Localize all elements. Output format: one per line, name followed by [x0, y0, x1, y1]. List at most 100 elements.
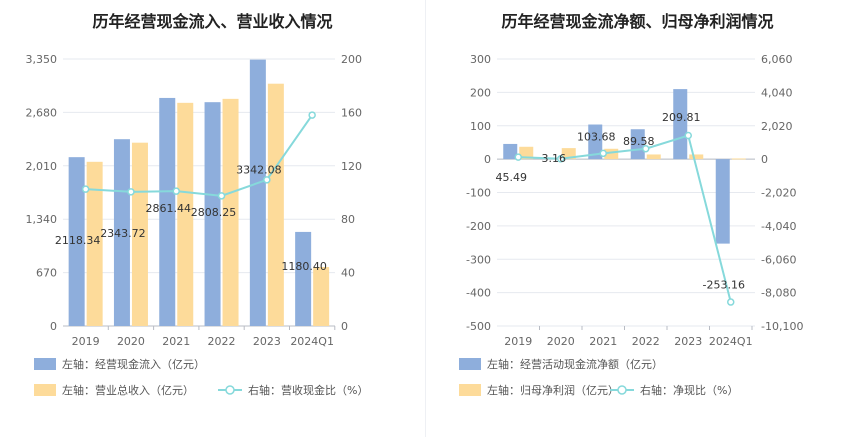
y-left-tick-label: 100: [470, 120, 491, 133]
x-tick-label: 2021: [162, 335, 190, 348]
chart-title: 历年经营现金流净额、归母净利润情况: [501, 12, 774, 31]
ratio-line: [85, 114, 313, 197]
y-left-tick-label: 200: [470, 86, 491, 99]
bar-secondary: [131, 142, 148, 326]
ratio-line-point: [308, 111, 316, 119]
bar-data-label: 3.16: [542, 152, 567, 165]
bar-data-label: 2343.72: [100, 227, 146, 240]
ratio-line-point: [263, 176, 271, 184]
ratio-line-point: [684, 131, 692, 140]
bar-secondary: [86, 161, 103, 326]
bar-secondary: [313, 267, 330, 326]
panel-divider: [425, 0, 426, 437]
chart-panel-netcash-profit: 历年经营现金流净额、归母净利润情况 -500 -400 -300 -200 -100 0 1…: [425, 0, 850, 437]
bar-data-label: 89.58: [623, 135, 655, 148]
bar-primary: [204, 102, 221, 326]
x-tick-label: 2023: [674, 335, 702, 348]
x-tick-label: 2022: [632, 335, 660, 348]
y-left-tick-label: 1,340: [26, 213, 58, 226]
y-left-tick-label: -100: [466, 187, 491, 200]
x-tick-label: 2020: [547, 335, 575, 348]
ratio-line-point: [557, 155, 565, 163]
y-left-tick-label: -500: [466, 320, 491, 333]
bar-primary: [113, 139, 130, 326]
bar-secondary: [519, 146, 534, 160]
y-left-tick-label: 3,350: [26, 53, 58, 66]
x-tick-label: 2024Q1: [290, 335, 334, 348]
bar-data-label: 103.68: [577, 131, 616, 144]
ratio-line-point: [642, 144, 650, 153]
chart-svg-cashflow-revenue: 0 670 1,340 2,010 2,680 3,350 0 40 80 120 160 200 20…: [26, 53, 369, 397]
bar-primary: [68, 157, 85, 326]
chart-panel-cashflow-revenue: 历年经营现金流入、营业收入情况 0 670 1,340 2,010 2,680 3,350…: [26, 12, 369, 397]
bar-secondary: [222, 98, 239, 327]
bar-secondary: [689, 154, 704, 160]
y-left-tick-label: 0: [484, 153, 491, 166]
legend-swatch-bar-secondary: [34, 384, 56, 396]
bar-secondary: [604, 148, 619, 160]
ratio-line-point: [599, 149, 607, 158]
y-right-tick-label: -10,100: [761, 320, 803, 333]
legend-label: 右轴：营收现金比（%）: [248, 383, 368, 397]
legend-label: 左轴：归母净利润（亿元）: [487, 383, 619, 397]
bar-secondary: [731, 158, 746, 160]
legend-swatch-bar-primary: [34, 358, 56, 370]
y-right-tick-label: 2,020: [761, 120, 793, 133]
bar-data-label: 45.49: [496, 171, 528, 184]
ratio-line: [518, 134, 732, 303]
x-tick-label: 2019: [72, 335, 100, 348]
bar-secondary: [646, 154, 661, 160]
y-right-tick-label: 40: [341, 267, 355, 280]
x-tick-label: 2022: [208, 335, 236, 348]
y-right-tick-label: -4,040: [761, 220, 796, 233]
chart-title: 历年经营现金流入、营业收入情况: [92, 12, 333, 31]
legend-swatch-bar-primary: [459, 358, 481, 370]
bar-primary: [295, 231, 312, 326]
y-right-tick-label: 120: [341, 160, 362, 173]
bar-secondary: [267, 83, 284, 327]
ratio-line-point: [514, 153, 522, 161]
bar-data-label: 2861.44: [146, 202, 192, 215]
legend-label: 左轴：经营现金流入（亿元）: [62, 357, 205, 371]
bar-primary: [249, 59, 266, 327]
bar-secondary: [177, 102, 194, 327]
legend-swatch-line-marker: [225, 385, 235, 395]
y-right-tick-label: -2,020: [761, 187, 796, 200]
x-tick-label: 2024Q1: [709, 335, 753, 348]
bar-primary: [588, 124, 603, 160]
bar-data-label: 1180.40: [281, 260, 327, 273]
bar-data-label: 2118.34: [55, 234, 101, 247]
legend-swatch-line-marker: [617, 385, 627, 395]
x-tick-label: 2020: [117, 335, 145, 348]
y-right-tick-label: 0: [761, 153, 768, 166]
ratio-line-point: [127, 188, 135, 196]
legend-label: 左轴：经营活动现金流净额（亿元）: [487, 357, 663, 371]
bar-primary: [630, 129, 645, 160]
bar-data-label: 209.81: [662, 111, 701, 124]
y-right-tick-label: 200: [341, 53, 362, 66]
y-left-tick-label: 670: [36, 267, 57, 280]
ratio-line-point: [81, 185, 90, 193]
y-left-tick-label: 2,010: [26, 160, 58, 173]
bar-data-label: -253.16: [703, 279, 745, 292]
bar-primary: [715, 159, 730, 244]
x-tick-label: 2021: [589, 335, 617, 348]
y-right-tick-label: 6,060: [761, 53, 793, 66]
y-left-tick-label: 2,680: [26, 106, 58, 119]
bar-primary: [159, 97, 176, 326]
bar-primary: [673, 89, 688, 160]
legend-label: 左轴：营业总收入（亿元）: [62, 383, 194, 397]
y-left-tick-label: -400: [466, 287, 491, 300]
bar-data-label: 2808.25: [191, 206, 237, 219]
legend-label: 右轴：净现比（%）: [640, 383, 738, 397]
y-right-tick-label: 160: [341, 106, 362, 119]
y-left-tick-label: -300: [466, 253, 491, 266]
y-right-tick-label: -6,060: [761, 253, 796, 266]
y-left-tick-label: 0: [50, 320, 57, 333]
ratio-line-point: [727, 298, 735, 306]
chart-svg-netcash-profit: -500 -400 -300 -200 -100 0 100 200 300 -10,100 -8,…: [459, 53, 803, 397]
x-tick-label: 2023: [253, 335, 281, 348]
ratio-line-point: [217, 192, 226, 200]
legend-swatch-bar-secondary: [459, 384, 481, 396]
